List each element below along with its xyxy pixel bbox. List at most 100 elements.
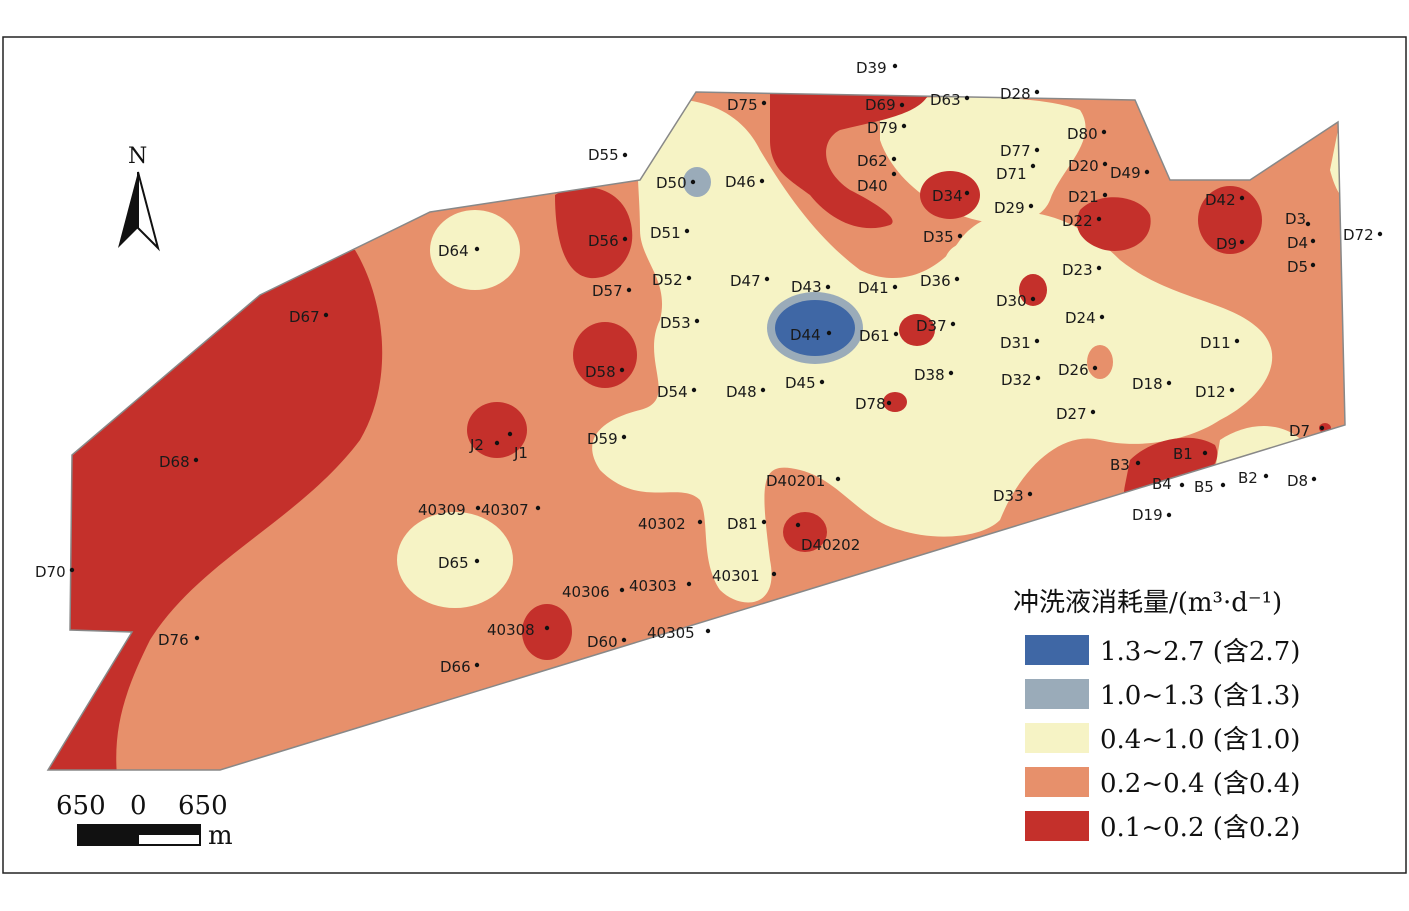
well-marker: D46 [725, 173, 765, 191]
well-dot [1090, 409, 1096, 415]
well-dot [622, 236, 628, 242]
well-label: D31 [1000, 334, 1031, 352]
well-label: D40 [857, 177, 888, 195]
well-label: B4 [1152, 475, 1172, 493]
well-label: D48 [726, 383, 757, 401]
well-marker: D37 [916, 317, 956, 335]
well-dot [621, 434, 627, 440]
well-dot [694, 318, 700, 324]
well-dot [705, 628, 711, 634]
well-marker: 40307 [481, 501, 541, 519]
well-dot [686, 581, 692, 587]
well-label: D81 [727, 515, 758, 533]
well-dot [1220, 482, 1226, 488]
well-dot [964, 190, 970, 196]
zone-yellow-e [1330, 120, 1345, 203]
well-label: J1 [513, 444, 528, 462]
legend-swatch [1025, 811, 1089, 841]
well-marker: 40305 [647, 624, 711, 642]
well-marker: D67 [289, 308, 329, 326]
well-dot [1030, 296, 1036, 302]
well-marker: 40301 [712, 567, 777, 585]
well-label: D57 [592, 282, 623, 300]
well-marker: D5 [1287, 258, 1316, 276]
zone-red-d40202 [783, 512, 827, 552]
well-marker: D80 [1067, 125, 1107, 143]
well-label: D38 [914, 366, 945, 384]
legend-label: 0.1~0.2 (含0.2) [1100, 813, 1300, 843]
well-dot [892, 63, 898, 69]
well-dot [892, 284, 898, 290]
scale-left-label: 650 [56, 791, 106, 821]
well-dot [825, 284, 831, 290]
well-marker: D26 [1058, 361, 1098, 379]
north-label: N [128, 144, 147, 169]
well-dot [819, 379, 825, 385]
well-marker: 40306 [562, 583, 625, 601]
well-labels: D39 D75 D69 D63 D28 D79 D80 D55 D62 D77 D71 D20 D49 D… [35, 59, 1383, 676]
well-marker: D39 [856, 59, 898, 77]
well-label: D62 [857, 152, 888, 170]
zone-yellow-d64 [430, 210, 520, 290]
well-marker: D24 [1065, 309, 1105, 327]
zone-red-d37 [899, 314, 935, 346]
well-marker: B3 [1110, 456, 1141, 474]
well-dot [764, 276, 770, 282]
well-marker: D63 [930, 91, 970, 109]
well-dot [475, 505, 481, 511]
well-marker: D52 [652, 271, 692, 289]
well-label: D11 [1200, 334, 1231, 352]
well-dot [1263, 473, 1269, 479]
well-dot [1135, 460, 1141, 466]
well-marker: D75 [727, 96, 767, 114]
well-marker: D47 [730, 272, 770, 290]
well-marker: D31 [1000, 334, 1040, 352]
zone-red-d34 [920, 171, 980, 219]
well-label: J2 [469, 436, 484, 454]
well-label: D55 [588, 146, 619, 164]
well-marker: D50 [656, 174, 696, 192]
well-dot [474, 558, 480, 564]
well-dot [771, 571, 777, 577]
zone-yellow-d65 [397, 512, 513, 608]
well-label: D40201 [766, 472, 825, 490]
well-dot [1028, 203, 1034, 209]
well-marker: D42 [1205, 191, 1245, 209]
well-label: 40303 [629, 577, 677, 595]
well-label: D58 [585, 363, 616, 381]
well-dot [323, 312, 329, 318]
well-marker: D45 [785, 374, 825, 392]
well-dot [1310, 262, 1316, 268]
well-marker: D40201 [766, 472, 841, 490]
legend-title: 冲洗液消耗量/(m³·d⁻¹) [1013, 588, 1282, 618]
well-label: D26 [1058, 361, 1089, 379]
well-marker: D11 [1200, 334, 1240, 352]
well-marker: D23 [1062, 261, 1102, 279]
well-marker: D22 [1062, 212, 1102, 230]
zone-red-d56 [555, 187, 633, 279]
legend-swatch [1025, 767, 1089, 797]
well-dot [1096, 216, 1102, 222]
legend-label: 1.3~2.7 (含2.7) [1100, 637, 1300, 667]
well-dot [1179, 482, 1185, 488]
well-marker: D53 [660, 314, 700, 332]
well-dot [622, 152, 628, 158]
well-label: D72 [1343, 226, 1374, 244]
well-dot [686, 275, 692, 281]
well-label: D71 [996, 165, 1027, 183]
well-dot [1034, 89, 1040, 95]
well-label: D12 [1195, 383, 1226, 401]
well-label: B1 [1173, 445, 1193, 463]
well-marker: D4 [1287, 234, 1316, 252]
well-dot [1310, 238, 1316, 244]
well-marker: D44 [790, 326, 832, 344]
well-dot [761, 519, 767, 525]
well-label: D49 [1110, 164, 1141, 182]
well-label: B3 [1110, 456, 1130, 474]
well-label: 40307 [481, 501, 529, 519]
well-marker: D32 [1001, 371, 1041, 389]
north-arrow-icon: N [118, 144, 160, 252]
well-marker: D41 [858, 279, 898, 297]
well-label: D63 [930, 91, 961, 109]
well-dot [1239, 195, 1245, 201]
